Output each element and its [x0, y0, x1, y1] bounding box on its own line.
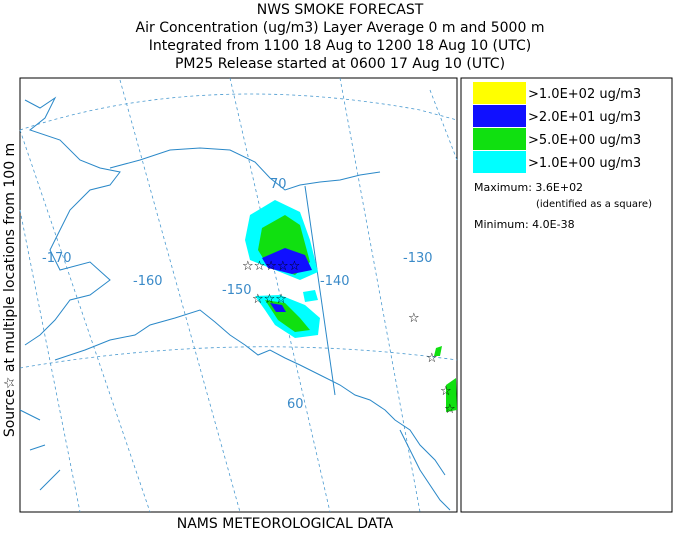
- legend-swatch: [473, 128, 526, 150]
- footer: NAMS METEOROLOGICAL DATA: [177, 516, 394, 532]
- map-label: 60: [287, 397, 304, 412]
- svg-text:☆: ☆: [408, 311, 420, 326]
- minimum: Minimum: 4.0E-38: [474, 218, 575, 231]
- subtitle: Air Concentration (ug/m3) Layer Average …: [136, 20, 545, 36]
- side-label: Source☆ at multiple locations from 100 m: [2, 143, 18, 437]
- legend-swatch: [473, 105, 526, 127]
- map-frame: [19, 77, 458, 513]
- maximum: Maximum: 3.6E+02: [474, 181, 583, 194]
- subtitle: PM25 Release started at 0600 17 Aug 10 (…: [175, 56, 505, 72]
- svg-text:☆☆☆: ☆☆☆: [252, 292, 287, 307]
- svg-text:☆: ☆: [426, 351, 438, 366]
- map-label: -150: [222, 283, 252, 298]
- maximum-note: (identified as a square): [536, 199, 652, 210]
- legend-label: >1.0E+02 ug/m3: [528, 87, 641, 102]
- map-label: -140: [320, 274, 350, 289]
- coastline: [19, 96, 451, 511]
- legend-label: >1.0E+00 ug/m3: [528, 156, 641, 171]
- legend-label: >5.0E+00 ug/m3: [528, 133, 641, 148]
- map-label: -170: [42, 251, 72, 266]
- svg-text:☆: ☆: [444, 402, 456, 417]
- legend: >1.0E+02 ug/m3 >2.0E+01 ug/m3 >5.0E+00 ug/…: [460, 77, 673, 513]
- header: NWS SMOKE FORECAST Air Concentration (ug…: [136, 2, 545, 72]
- legend-swatch: [473, 82, 526, 104]
- map-label: -130: [403, 251, 433, 266]
- svg-text:☆☆☆☆☆: ☆☆☆☆☆: [242, 259, 300, 274]
- graticule: [19, 77, 458, 513]
- map-label: -160: [133, 274, 163, 289]
- svg-text:☆: ☆: [440, 384, 452, 399]
- subtitle: Integrated from 1100 18 Aug to 1200 18 A…: [149, 38, 532, 54]
- legend-swatch: [473, 151, 526, 173]
- title: NWS SMOKE FORECAST: [257, 2, 424, 18]
- legend-items: >1.0E+02 ug/m3 >2.0E+01 ug/m3 >5.0E+00 ug/…: [473, 82, 641, 173]
- map-label: 70: [270, 177, 287, 192]
- map: -170 -160 -150 -140 -130 70 60 ☆☆☆☆☆ ☆☆☆…: [19, 77, 458, 513]
- legend-label: >2.0E+01 ug/m3: [528, 110, 641, 125]
- legend-frame: [460, 77, 673, 513]
- source-markers: ☆☆☆☆☆ ☆☆☆ ☆ ☆ ☆ ☆: [242, 259, 456, 417]
- smoke-plume: [245, 200, 457, 412]
